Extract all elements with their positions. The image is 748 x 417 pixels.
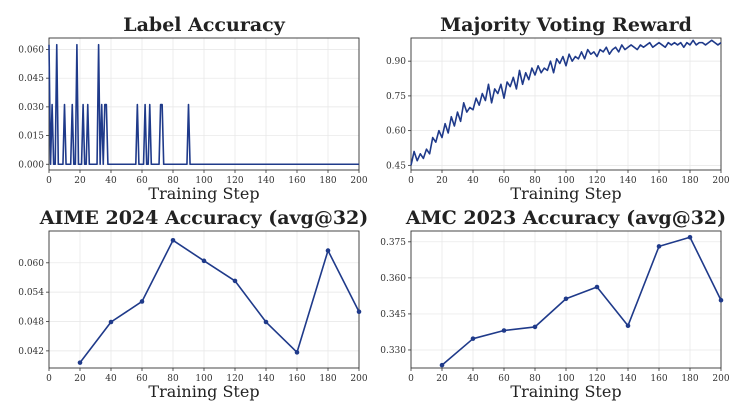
x-tick-label: 160	[288, 176, 305, 186]
x-tick-label: 120	[588, 374, 605, 384]
data-point	[470, 336, 476, 341]
x-tick-label: 200	[712, 374, 729, 384]
data-point	[232, 278, 238, 284]
x-tick-label: 0	[408, 374, 414, 384]
x-tick-label: 80	[167, 176, 179, 186]
series-line	[79, 239, 360, 364]
x-tick-label: 100	[557, 374, 574, 384]
data-point	[656, 244, 662, 249]
x-tick-label: 160	[650, 374, 667, 384]
x-tick-label: 140	[257, 176, 274, 186]
y-tick-label: 0.015	[18, 132, 44, 142]
y-tick-label: 0.60	[386, 127, 406, 137]
y-tick-label: 0.060	[18, 45, 44, 55]
x-tick-label: 140	[619, 374, 636, 384]
y-tick-label: 0.90	[386, 57, 406, 67]
chart-title: AIME 2024 Accuracy (avg@32)	[39, 207, 369, 229]
x-axis-label: Training Step	[510, 184, 621, 203]
y-tick-label: 0.375	[380, 238, 406, 248]
data-point	[439, 362, 445, 368]
chart-panel-2: 0 20 40 60 80 100 120 140 160 180 200 0.45 0.60 0.75 0…	[386, 14, 730, 203]
y-tick-label: 0.045	[18, 74, 44, 84]
x-tick-label: 160	[288, 374, 305, 384]
y-tick-label: 0.042	[18, 347, 44, 357]
y-tick-label: 0.330	[380, 346, 406, 356]
x-axis-label: Training Step	[510, 382, 621, 401]
data-point	[532, 324, 538, 330]
x-tick-label: 160	[650, 176, 667, 186]
series-line	[441, 236, 722, 366]
x-tick-label: 40	[105, 374, 117, 384]
y-tick-label: 0.45	[386, 161, 406, 171]
chart-title: Label Accuracy	[123, 14, 285, 36]
data-point	[687, 234, 693, 240]
data-point	[77, 360, 83, 365]
data-point	[563, 296, 569, 302]
x-tick-label: 40	[467, 374, 479, 384]
x-tick-label: 20	[436, 374, 448, 384]
x-tick-label: 20	[436, 176, 448, 186]
chart-panel-3: 0 20 40 60 80 100 120 140 160 180 200 0.042 0.048 0.0…	[18, 207, 368, 401]
y-tick-label: 0.75	[386, 92, 406, 102]
x-tick-label: 180	[319, 374, 336, 384]
x-tick-label: 100	[195, 374, 212, 384]
x-tick-label: 40	[467, 176, 479, 186]
x-tick-label: 200	[350, 374, 367, 384]
x-tick-label: 100	[557, 176, 574, 186]
data-point	[139, 299, 145, 304]
y-tick-label: 0.060	[18, 259, 44, 269]
x-tick-label: 100	[195, 176, 212, 186]
data-point	[201, 258, 207, 264]
x-axis-label: Training Step	[148, 184, 259, 203]
x-tick-label: 60	[498, 176, 510, 186]
x-tick-label: 120	[588, 176, 605, 186]
x-tick-label: 0	[408, 176, 414, 186]
data-point	[325, 248, 331, 253]
data-point	[108, 319, 114, 325]
x-tick-label: 120	[226, 374, 243, 384]
x-tick-label: 80	[529, 374, 541, 384]
y-tick-label: 0.054	[18, 288, 44, 298]
x-tick-label: 140	[619, 176, 636, 186]
x-tick-label: 180	[681, 374, 698, 384]
series-line	[410, 39, 722, 166]
x-tick-label: 60	[498, 374, 510, 384]
x-tick-label: 80	[167, 374, 179, 384]
x-tick-label: 80	[529, 176, 541, 186]
y-tick-label: 0.030	[18, 103, 44, 113]
x-tick-label: 20	[74, 176, 86, 186]
x-axis-label: Training Step	[148, 382, 259, 401]
data-point	[356, 309, 362, 315]
x-tick-label: 20	[74, 374, 86, 384]
data-point	[594, 284, 600, 290]
x-tick-label: 0	[46, 176, 52, 186]
y-tick-label: 0.345	[380, 310, 406, 320]
data-point	[625, 323, 631, 328]
chart-title: AMC 2023 Accuracy (avg@32)	[405, 207, 726, 229]
data-point	[294, 350, 300, 355]
data-point	[718, 297, 724, 303]
x-tick-label: 120	[226, 176, 243, 186]
y-tick-label: 0.360	[380, 274, 406, 284]
data-point	[170, 237, 176, 243]
x-tick-label: 140	[257, 374, 274, 384]
y-tick-label: 0.000	[18, 160, 44, 170]
x-tick-label: 60	[136, 374, 148, 384]
x-tick-label: 0	[46, 374, 52, 384]
x-tick-label: 40	[105, 176, 117, 186]
chart-panel-4: 0 20 40 60 80 100 120 140 160 180 200 0.330 0.345 0.3…	[380, 207, 730, 401]
x-tick-label: 180	[319, 176, 336, 186]
x-tick-label: 180	[681, 176, 698, 186]
y-tick-label: 0.048	[18, 318, 44, 328]
x-tick-label: 200	[350, 176, 367, 186]
x-tick-label: 60	[136, 176, 148, 186]
chart-title: Majority Voting Reward	[440, 14, 692, 36]
data-point	[263, 319, 269, 325]
x-tick-label: 200	[712, 176, 729, 186]
chart-panel-1: 0 20 40 60 80 100 120 140 160 180 200 0.000 0.015 0.0…	[18, 14, 368, 203]
series-line	[48, 43, 359, 166]
data-point	[501, 328, 507, 333]
